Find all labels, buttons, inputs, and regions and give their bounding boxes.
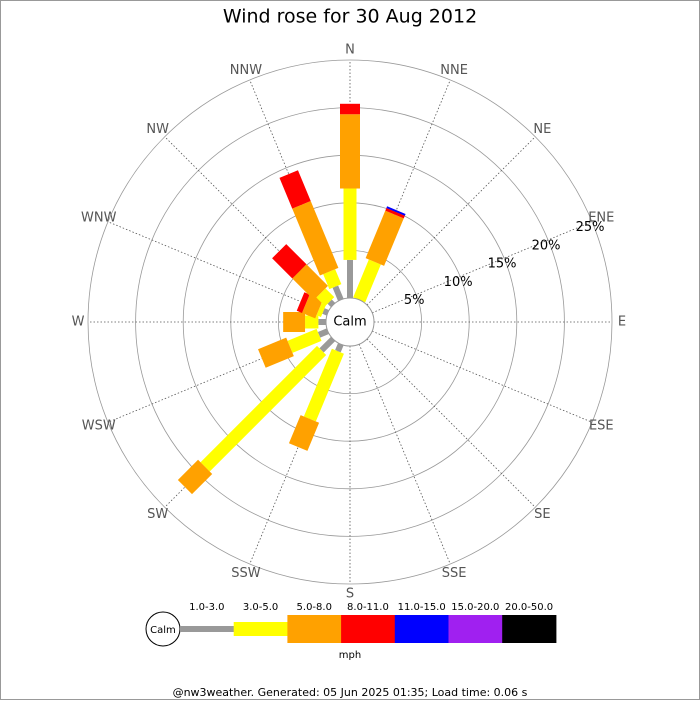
r-tick-label: 5% xyxy=(404,293,425,308)
bars xyxy=(177,103,406,495)
direction-label: NW xyxy=(146,122,169,137)
bar-segment xyxy=(303,348,344,422)
legend-swatch xyxy=(233,622,288,636)
spoke xyxy=(366,338,536,508)
bar-segment xyxy=(332,285,344,301)
grid-ring xyxy=(87,59,613,585)
direction-label: ENE xyxy=(588,210,614,225)
footer: @nw3weather. Generated: 05 Jun 2025 01:3… xyxy=(173,686,528,699)
r-tick-label: 20% xyxy=(532,238,561,253)
bar-segment xyxy=(288,415,320,451)
legend-swatch xyxy=(502,615,557,643)
chart-title: Wind rose for 30 Aug 2012 xyxy=(223,6,477,28)
bar-segment xyxy=(343,188,357,260)
r-tick-label: 25% xyxy=(576,220,605,235)
direction-label: SW xyxy=(147,507,168,522)
spoke xyxy=(358,344,451,565)
bar-segment xyxy=(347,259,353,298)
legend-label: 3.0-5.0 xyxy=(243,602,278,613)
legend-swatch xyxy=(394,615,449,643)
bar-segment xyxy=(316,303,326,317)
legend-swatch xyxy=(287,615,342,643)
bar-segment xyxy=(302,294,323,319)
direction-label: SE xyxy=(534,507,550,522)
direction-label: S xyxy=(346,587,354,602)
direction-label: NNW xyxy=(230,63,262,78)
direction-label: WSW xyxy=(82,419,116,434)
bar-segment xyxy=(292,264,328,300)
calm-label: Calm xyxy=(333,315,366,330)
direction-label: W xyxy=(72,315,85,330)
bar-segment xyxy=(292,201,339,276)
bar-segment xyxy=(353,259,381,303)
bar-segment xyxy=(272,244,307,279)
legend-label: 20.0-50.0 xyxy=(505,602,553,613)
bar-segment xyxy=(365,210,404,266)
legend-label: 8.0-11.0 xyxy=(347,602,389,613)
bar-segment xyxy=(385,208,405,219)
direction-label: SSW xyxy=(231,566,261,581)
unit-label: mph xyxy=(339,650,361,661)
r-tick-label: 15% xyxy=(488,257,517,272)
bar-segment xyxy=(318,319,327,325)
legend-label: 15.0-20.0 xyxy=(451,602,499,613)
bar-segment xyxy=(296,292,310,313)
bar-segment xyxy=(283,312,306,332)
direction-label: NNE xyxy=(440,63,468,78)
direction-label: SSE xyxy=(442,566,467,581)
bar-segment xyxy=(340,103,360,115)
bar-segment xyxy=(316,288,335,307)
bar-segment xyxy=(287,328,322,353)
bar-segment xyxy=(327,299,336,308)
legend-swatch xyxy=(180,626,235,632)
direction-label: NE xyxy=(533,122,551,137)
spoke xyxy=(372,330,593,423)
direction-label: ESE xyxy=(589,419,614,434)
direction-label: WNW xyxy=(81,210,117,225)
calm-circle xyxy=(325,297,375,347)
bar-segment xyxy=(335,343,344,353)
legend-label: 5.0-8.0 xyxy=(297,602,332,613)
bar-segment xyxy=(305,315,319,329)
bar-segment xyxy=(177,459,213,495)
spoke xyxy=(107,221,328,314)
legend-swatch xyxy=(448,615,503,643)
bar-segment xyxy=(279,170,311,209)
bar-segment xyxy=(386,206,406,216)
legend-swatch xyxy=(341,615,396,643)
bar-segment xyxy=(319,336,336,353)
bar-segment xyxy=(258,337,294,368)
r-tick-label: 10% xyxy=(444,275,473,290)
legend-calm-label: Calm xyxy=(150,625,176,636)
spoke xyxy=(372,221,593,314)
bar-segment xyxy=(323,269,342,290)
direction-label: N xyxy=(345,43,355,58)
bar-segment xyxy=(317,328,329,338)
legend-label: 1.0-3.0 xyxy=(189,602,224,613)
spoke xyxy=(366,136,536,306)
legend-label: 11.0-15.0 xyxy=(398,602,446,613)
direction-label: E xyxy=(618,315,626,330)
bar-segment xyxy=(340,114,360,189)
bar-segment xyxy=(200,345,327,472)
